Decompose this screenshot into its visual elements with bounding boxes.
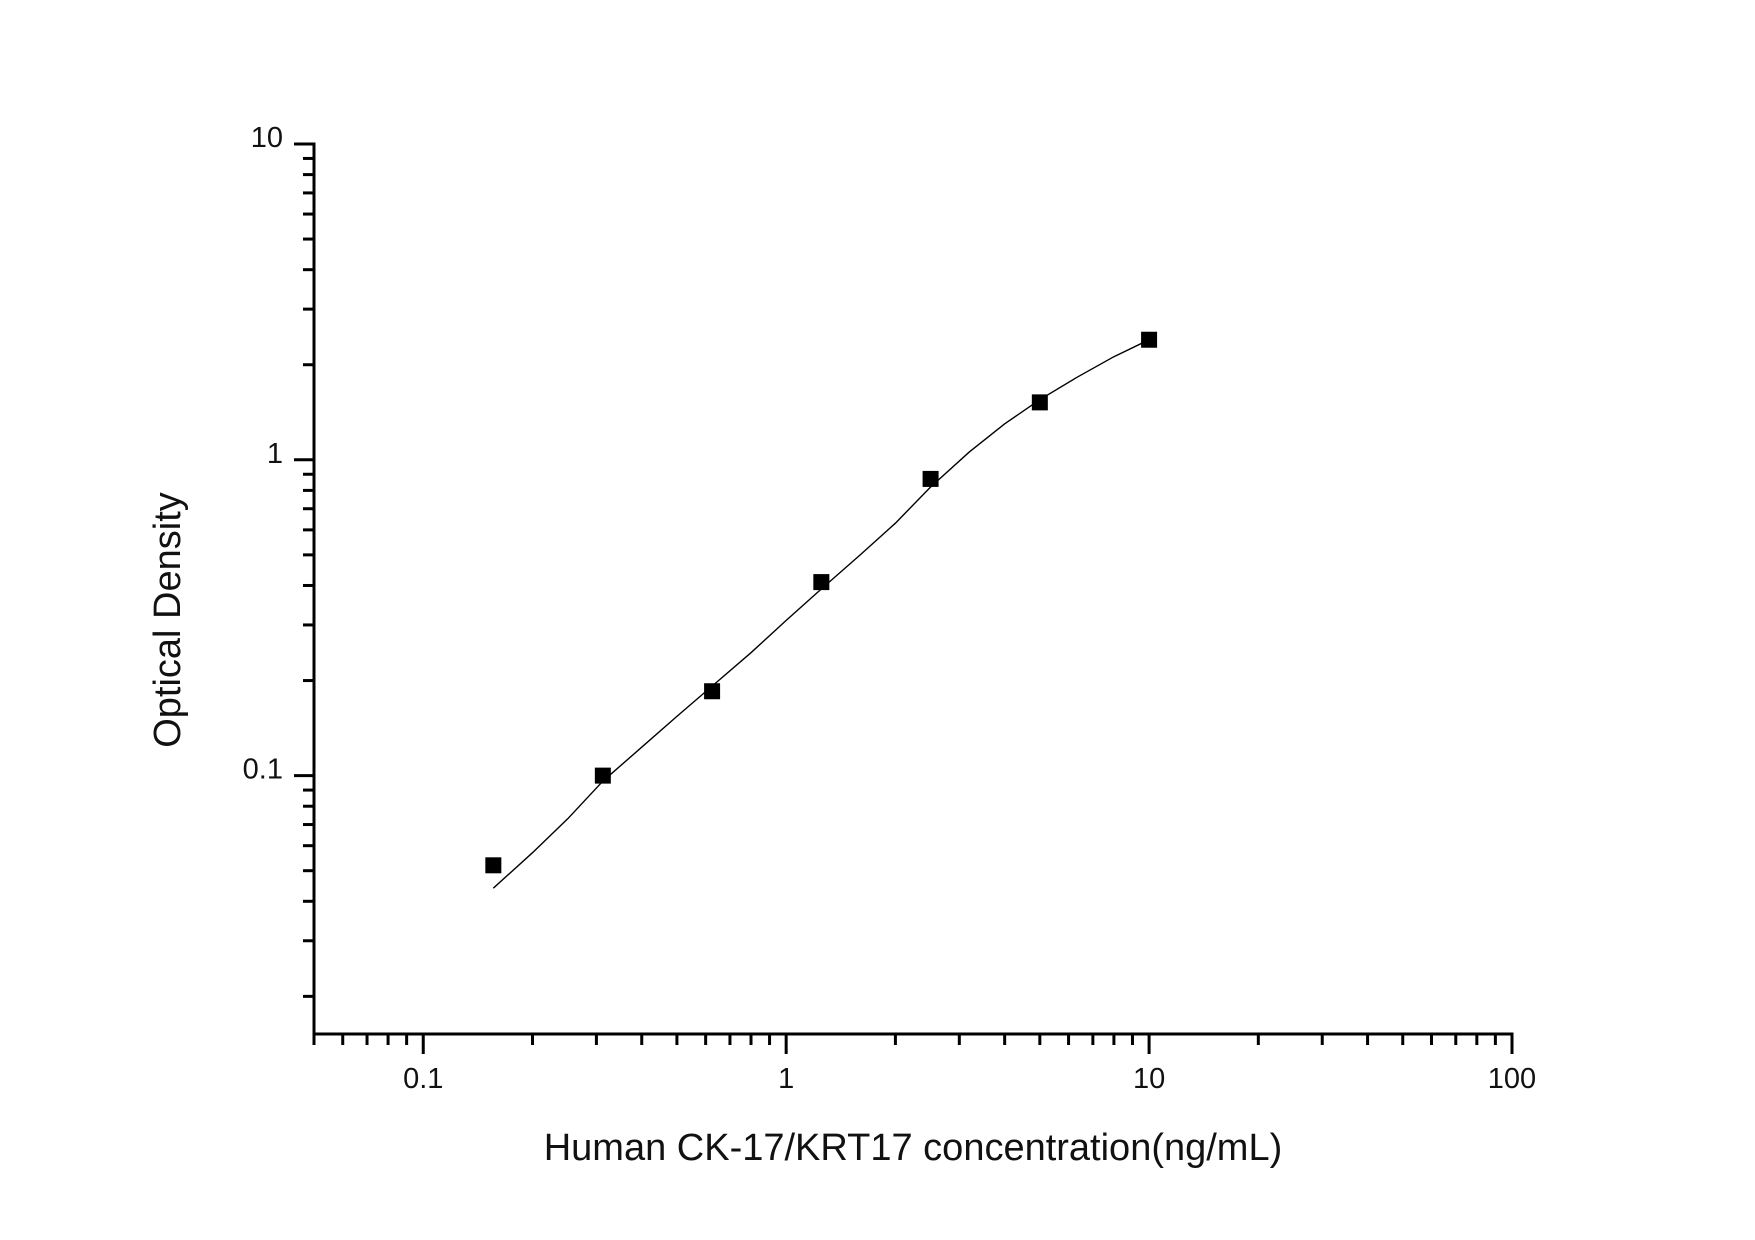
data-point-marker [1141, 331, 1158, 348]
fit-curve-line [492, 339, 1150, 889]
data-point-marker [813, 574, 830, 591]
data-points [485, 331, 1158, 874]
data-point-marker [485, 857, 502, 874]
x-tick-label: 100 [1488, 1063, 1536, 1095]
y-tick-label: 0.1 [243, 754, 283, 786]
x-axis-title: Human CK-17/KRT17 concentration(ng/mL) [544, 1127, 1283, 1169]
data-point-marker [922, 470, 939, 487]
data-point-marker [704, 683, 721, 700]
y-axis-title: Optical Density [147, 492, 189, 748]
x-tick-label: 0.1 [403, 1063, 443, 1095]
x-tick-label: 1 [778, 1063, 794, 1095]
data-point-marker [594, 767, 611, 784]
y-axis: 0.1 1 10 [243, 122, 316, 1036]
data-point-marker [1031, 394, 1048, 411]
x-axis: 0.1 1 10 100 [312, 1032, 1536, 1095]
x-tick-label: 10 [1133, 1063, 1165, 1095]
y-tick-label: 1 [267, 438, 283, 470]
fitted-curve [492, 339, 1150, 889]
y-tick-label: 10 [251, 122, 283, 154]
